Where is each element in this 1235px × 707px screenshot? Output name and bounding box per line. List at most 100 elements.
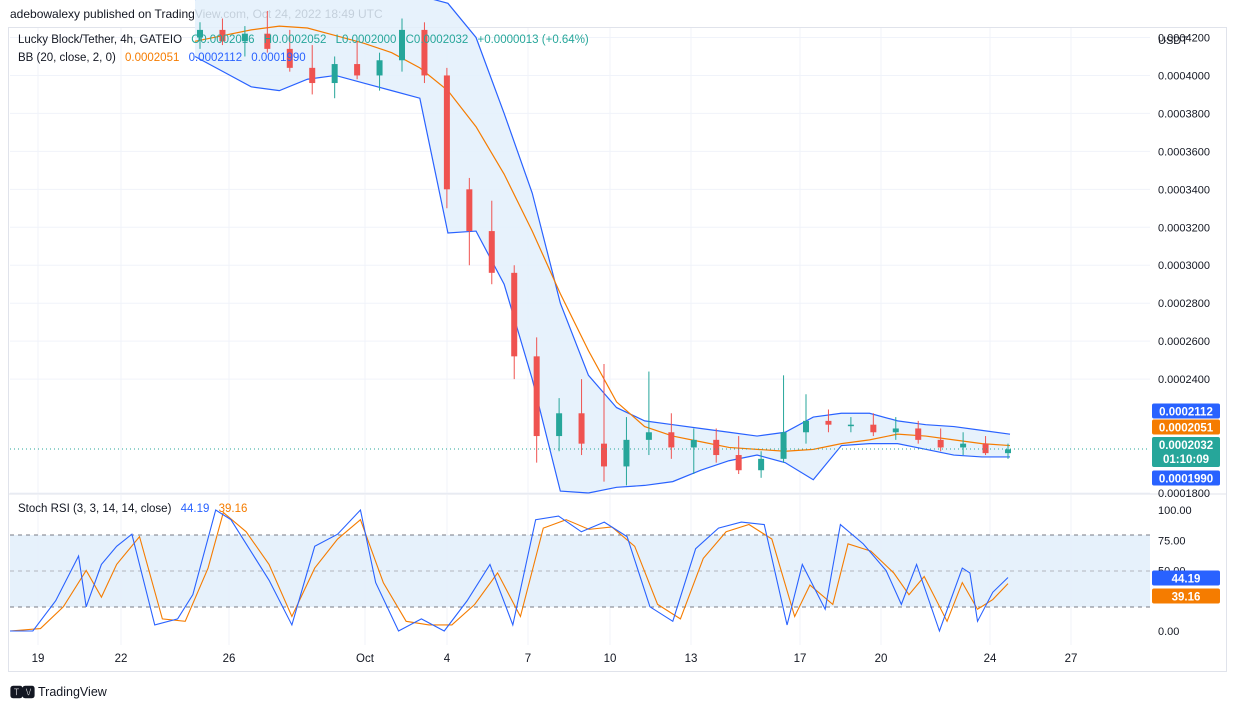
ohlc-high: H0.0002052: [263, 34, 327, 46]
main-legend: Lucky Block/Tether, 4h, GATEIO O0.000201…: [18, 34, 595, 46]
bb-fill: [195, 0, 1010, 493]
ohlc-change: +0.0000013 (+0.64%): [477, 34, 589, 46]
time-axis-tick: 4: [444, 653, 451, 665]
price-axis-tick: 0.0001800: [1158, 488, 1210, 500]
bb-lower-line: [194, 55, 1010, 494]
footer-brand[interactable]: 🆃🆅 TradingView: [10, 682, 107, 701]
time-axis-tick: 20: [875, 653, 888, 665]
time-axis-tick: 10: [604, 653, 617, 665]
candle-body: [443, 75, 450, 190]
time-axis-tick: 17: [794, 653, 807, 665]
stoch-d-badge: 39.16: [1152, 588, 1220, 604]
bb-basis-badge: 0.0002051: [1152, 419, 1220, 435]
stoch-d-badge-bg: [1152, 588, 1220, 604]
candle-body: [780, 432, 787, 459]
price-badges: 0.00021120.00020510.000203201:10:090.000…: [1152, 403, 1220, 604]
last-price-badge-text: 01:10:09: [1163, 454, 1209, 466]
chart-frame: [8, 27, 1227, 672]
symbol-label[interactable]: Lucky Block/Tether, 4h, GATEIO: [18, 34, 183, 46]
candle-body: [825, 420, 832, 425]
candle-body: [197, 29, 203, 38]
stoch-d-badge-text: 39.16: [1172, 592, 1201, 604]
bb-basis-badge-bg: [1152, 419, 1220, 435]
candle-body: [556, 413, 563, 437]
stoch-label[interactable]: Stoch RSI (3, 3, 14, 14, close): [18, 503, 172, 515]
bollinger-bands: [194, 0, 1011, 494]
time-axis[interactable]: 19 22 26 Oct 4 7 10 13 17 20 24 27: [32, 653, 1078, 665]
candle-body: [309, 67, 316, 84]
stoch-axis-tick: 0.00: [1158, 626, 1179, 638]
candle-body: [623, 439, 630, 467]
candle-body: [847, 424, 854, 427]
candle-body: [421, 29, 428, 76]
bb-upper-value: 0.0002112: [188, 52, 243, 64]
stoch-axis-tick: 75.00: [1158, 535, 1186, 547]
candle-body: [803, 420, 809, 433]
bb-upper-badge: 0.0002112: [1152, 403, 1220, 419]
ohlc-low: L0.0002000: [335, 34, 397, 46]
stoch-axis-tick: 100.00: [1158, 505, 1192, 517]
time-axis-tick: 13: [685, 653, 698, 665]
candle-body: [578, 413, 585, 444]
candle-body: [713, 439, 720, 456]
candle-body: [264, 33, 271, 49]
candle-body: [466, 189, 473, 232]
ohlc-close: C0.0002032: [405, 34, 469, 46]
candle-body: [937, 439, 944, 448]
stoch-k-badge: 44.19: [1152, 570, 1220, 586]
candle-body: [399, 29, 405, 61]
candle-body: [1005, 449, 1011, 454]
bb-lower-badge-text: 0.0001990: [1159, 474, 1213, 486]
price-axis-tick: 0.0003200: [1158, 222, 1210, 234]
time-axis-tick: 27: [1065, 653, 1078, 665]
time-axis-tick: 24: [984, 653, 997, 665]
candle-body: [735, 455, 742, 471]
price-axis-tick: 0.0002400: [1158, 374, 1210, 386]
time-axis-tick: 7: [525, 653, 531, 665]
time-axis-tick: Oct: [356, 653, 375, 665]
price-axis-tick: 0.0003000: [1158, 260, 1210, 272]
bb-legend: BB (20, close, 2, 0) 0.0002051 0.0002112…: [18, 52, 312, 64]
price-axis-tick: 0.0004200: [1158, 32, 1210, 44]
time-axis-tick: 26: [223, 653, 236, 665]
candle-body: [354, 64, 361, 76]
candle-body: [533, 356, 540, 437]
tradingview-logo-icon: 🆃🆅: [10, 685, 35, 700]
bb-upper-badge-text: 0.0002112: [1159, 407, 1213, 419]
candle-body: [892, 428, 899, 433]
last-price-badge: 0.0002032 01:10:09: [1152, 437, 1220, 467]
candle-body: [511, 272, 518, 357]
stoch-d-line: [9, 511, 1009, 632]
candle-body: [601, 443, 607, 467]
bb-label[interactable]: BB (20, close, 2, 0): [18, 52, 116, 64]
stoch-legend: Stoch RSI (3, 3, 14, 14, close) 44.19 39…: [18, 503, 253, 515]
bb-basis-badge-text: 0.0002051: [1159, 423, 1214, 435]
price-axis-tick: 0.0002600: [1158, 336, 1210, 348]
candle-body: [286, 48, 293, 68]
candle-body: [960, 443, 967, 448]
candle-body: [668, 432, 675, 448]
bb-lower-badge: 0.0001990: [1152, 470, 1220, 486]
bb-basis-line: [194, 25, 1011, 452]
ohlc-open: O0.0002016: [191, 34, 255, 46]
candle-body: [870, 424, 877, 433]
stoch-rsi-lines: [9, 508, 1009, 633]
last-price-badge-bg: [1152, 437, 1220, 467]
stoch-k-badge-text: 44.19: [1172, 574, 1201, 586]
bb-lower-badge-bg: [1152, 470, 1220, 486]
last-price-badge-text: 0.0002032: [1159, 440, 1213, 452]
candle-body: [645, 432, 652, 440]
candle-body: [376, 60, 383, 76]
price-axis-tick: 0.0003400: [1158, 184, 1210, 196]
bb-lower-value: 0.0001990: [251, 52, 306, 64]
bb-basis-value: 0.0002051: [125, 52, 180, 64]
footer-brand-text: TradingView: [38, 684, 107, 699]
candle-body: [488, 231, 495, 273]
stoch-k-value: 44.19: [180, 503, 210, 515]
candle-body: [690, 439, 697, 448]
price-axis-tick: 0.0003800: [1158, 108, 1210, 120]
candle-body: [758, 458, 765, 471]
price-axis-tick: 0.0003600: [1158, 146, 1210, 158]
